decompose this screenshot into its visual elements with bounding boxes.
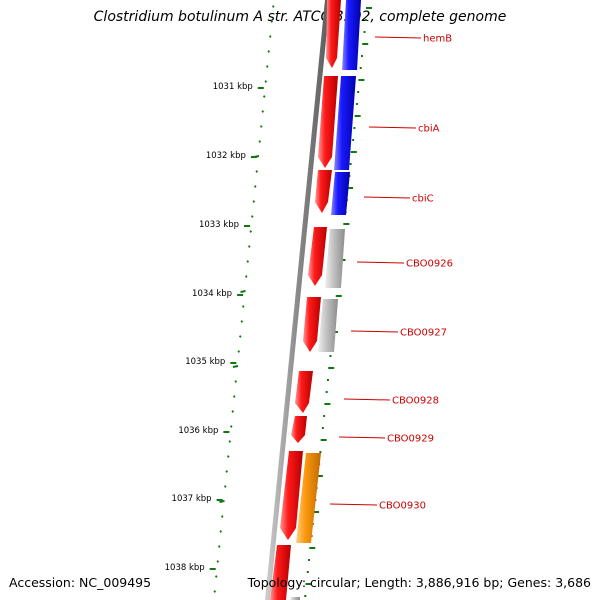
gene-leader-line [343, 398, 391, 401]
outer-tick [231, 410, 235, 413]
gene-leader-line [329, 503, 378, 506]
topology-text: Topology: circular; Length: 3,886,916 bp… [248, 575, 591, 590]
outer-tick [238, 335, 242, 338]
outer-tick [240, 320, 244, 323]
outer-tick [247, 245, 251, 248]
outer-tick [258, 140, 262, 143]
cog-bar-CBO0930 [296, 453, 321, 543]
map-title: Clostridium botulinum A str. ATCC 3502, … [93, 9, 507, 25]
outer-tick [270, 20, 274, 23]
outer-tick [252, 200, 256, 203]
outer-tick [234, 380, 238, 383]
gene-leader-line [338, 436, 386, 439]
cog-bar-CBO0927 [318, 299, 338, 352]
outer-tick [232, 365, 239, 368]
cds-arrow-CBO0929 [291, 416, 307, 443]
cds-arrow-CBO0930 [280, 451, 303, 540]
genes-value: 3,686 [555, 575, 591, 590]
ruler-label: 1034 kbp [192, 289, 232, 299]
gc-tick-track-outer [213, 5, 275, 593]
gene-leader-line [363, 196, 411, 199]
genes-label: Genes: [507, 575, 552, 590]
ruler-label: 1033 kbp [199, 220, 239, 230]
gene-track [270, 0, 361, 600]
length-value: 3,886,916 bp; [415, 575, 504, 590]
cds-arrow-CBO0926 [308, 227, 327, 286]
gene-label-CBO0926: CBO0926 [406, 259, 453, 270]
outer-tick [249, 230, 253, 233]
cds-arrow-next [270, 545, 291, 600]
ruler-label: 1032 kbp [206, 151, 246, 161]
gene-leader-line [368, 126, 417, 129]
ruler-label: 1038 kbp [165, 563, 205, 573]
cds-arrow-cbiC [315, 170, 332, 213]
outer-tick [271, 5, 275, 8]
cog-bar-CBO0926 [325, 229, 345, 288]
sequence-backbone [265, 0, 330, 600]
kbp-ruler: 1031 kbp 1032 kbp 1033 kbp 1034 kbp 1035 kbp… [165, 82, 264, 573]
gene-label-hemB: hemB [423, 34, 452, 45]
outer-tick [223, 485, 227, 488]
outer-tick [267, 50, 271, 53]
outer-tick [244, 275, 248, 278]
outer-tick [265, 65, 269, 68]
gene-label-CBO0927: CBO0927 [400, 328, 447, 339]
gene-label-CBO0928: CBO0928 [392, 396, 439, 407]
cog-bar-cbiA [334, 76, 356, 170]
topology-value: circular; [310, 575, 361, 590]
gene-label-CBO0930: CBO0930 [379, 501, 426, 512]
outer-tick [217, 545, 221, 548]
outer-tick [246, 260, 250, 263]
ruler-label: 1031 kbp [213, 82, 253, 92]
outer-tick [240, 290, 246, 293]
outer-tick [261, 110, 265, 113]
outer-tick [250, 215, 254, 218]
gene-leader-line [374, 36, 422, 39]
topology-label: Topology: [247, 575, 307, 590]
outer-tick [262, 95, 266, 98]
outer-tick [232, 395, 236, 398]
ruler-label: 1035 kbp [185, 357, 225, 367]
gene-label-cbiC: cbiC [412, 194, 434, 205]
gene-leader-line [356, 261, 405, 264]
cds-arrow-cbiA [318, 76, 338, 168]
outer-tick [237, 350, 241, 353]
cog-bar-next [290, 597, 300, 600]
cog-bar-cbiC [331, 172, 350, 215]
ruler-label: 1037 kbp [172, 494, 212, 504]
outer-tick [229, 425, 233, 428]
outer-tick [241, 305, 245, 308]
cds-arrow-hemB [326, 0, 341, 68]
outer-tick [253, 185, 257, 188]
gene-label-CBO0929: CBO0929 [387, 434, 434, 445]
accession-label: Accession: [9, 575, 76, 590]
outer-tick [220, 515, 224, 518]
outer-tick [219, 500, 225, 503]
outer-tick [225, 470, 229, 473]
gene-label-cbiA: cbiA [418, 124, 440, 135]
outer-tick [214, 575, 218, 578]
outer-tick [268, 35, 272, 38]
cog-bar-hemB [342, 0, 361, 70]
accession-value: NC_009495 [79, 575, 152, 590]
gene-leader-line [350, 330, 399, 333]
outer-tick [226, 455, 230, 458]
cds-arrow-CBO0928 [295, 371, 313, 413]
ruler-label: 1036 kbp [178, 426, 218, 436]
outer-tick [259, 125, 263, 128]
cds-arrow-CBO0927 [303, 297, 321, 352]
accession-text: Accession: NC_009495 [9, 575, 151, 590]
outer-tick [228, 440, 232, 443]
outer-tick [216, 560, 220, 563]
gene-labels: hemB cbiA cbiC CBO0926 CBO0927 CBO0928 CBO0929… [329, 34, 453, 512]
outer-tick [213, 590, 217, 593]
length-label: Length: [364, 575, 412, 590]
outer-tick [255, 170, 259, 173]
outer-tick [219, 530, 223, 533]
outer-tick [264, 80, 268, 83]
